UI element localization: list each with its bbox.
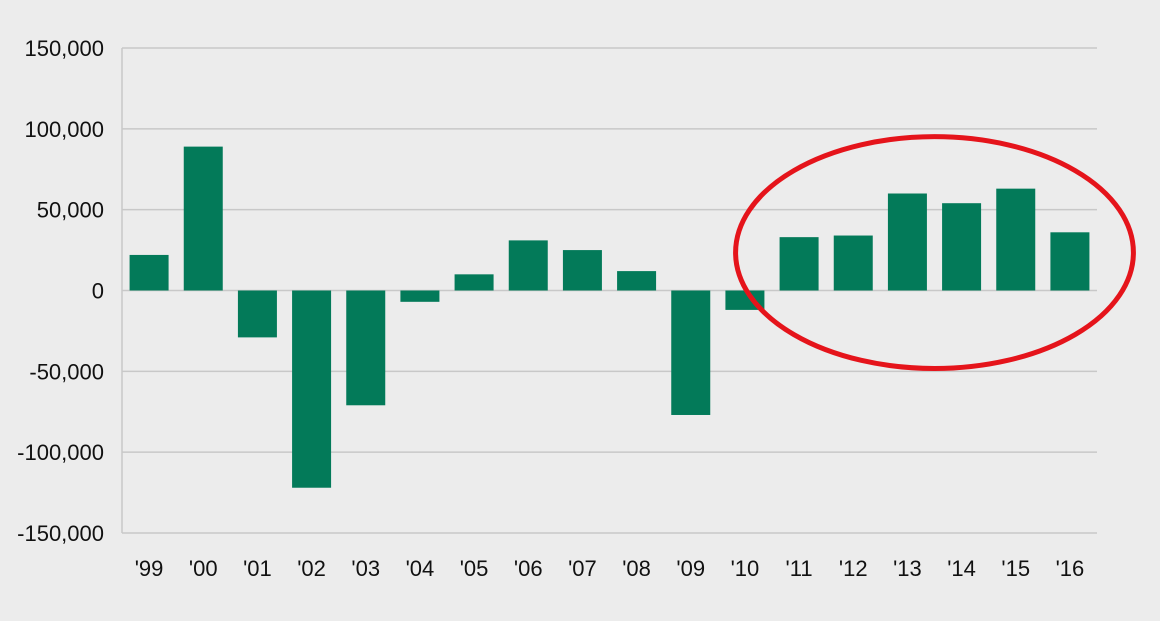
x-tick-label: '00 xyxy=(189,556,218,581)
y-tick-label: -100,000 xyxy=(17,440,104,465)
bar xyxy=(996,188,1036,291)
y-tick-label: -150,000 xyxy=(17,521,104,546)
x-tick-label: '01 xyxy=(243,556,272,581)
highlight-annotation xyxy=(733,134,1136,371)
x-tick-label: '09 xyxy=(676,556,705,581)
x-tick-label: '10 xyxy=(731,556,760,581)
bar xyxy=(671,290,711,415)
y-tick-label: 150,000 xyxy=(24,36,104,61)
x-tick-label: '99 xyxy=(135,556,164,581)
bar xyxy=(887,193,927,291)
x-tick-label: '02 xyxy=(297,556,326,581)
bar xyxy=(346,290,386,406)
bar xyxy=(237,290,277,338)
bar xyxy=(942,203,982,291)
gridlines xyxy=(121,47,1097,534)
x-tick-label: '04 xyxy=(406,556,435,581)
y-tick-label: 100,000 xyxy=(24,117,104,142)
x-axis-ticks: '99 '00 '01 '02 '03 '04 '05 '06 '07 '08 '09 '10 '11 '… xyxy=(135,556,1085,581)
x-tick-label: '12 xyxy=(839,556,868,581)
bar xyxy=(292,290,332,488)
y-tick-label: 0 xyxy=(92,279,104,304)
x-tick-label: '15 xyxy=(1001,556,1030,581)
x-tick-label: '06 xyxy=(514,556,543,581)
y-axis-ticks: 150,000 100,000 50,000 0 -50,000 -100,000 -150… xyxy=(17,36,104,546)
y-tick-label: -50,000 xyxy=(29,359,104,384)
bar xyxy=(400,290,440,302)
x-tick-label: '07 xyxy=(568,556,597,581)
x-tick-label: '13 xyxy=(893,556,922,581)
x-tick-label: '03 xyxy=(351,556,380,581)
bar xyxy=(129,254,169,291)
x-tick-label: '11 xyxy=(786,556,813,581)
x-tick-label: '05 xyxy=(460,556,489,581)
x-tick-label: '08 xyxy=(622,556,651,581)
bar xyxy=(833,235,873,291)
highlight-ellipse xyxy=(733,134,1136,371)
x-tick-label: '16 xyxy=(1056,556,1085,581)
bar xyxy=(617,271,657,291)
bar xyxy=(1050,232,1090,291)
bar xyxy=(454,274,494,291)
bar xyxy=(183,146,223,291)
bar xyxy=(779,237,819,291)
bar xyxy=(562,250,602,291)
bars xyxy=(129,146,1090,488)
y-tick-label: 50,000 xyxy=(37,198,104,223)
bar xyxy=(508,240,548,291)
x-tick-label: '14 xyxy=(947,556,976,581)
